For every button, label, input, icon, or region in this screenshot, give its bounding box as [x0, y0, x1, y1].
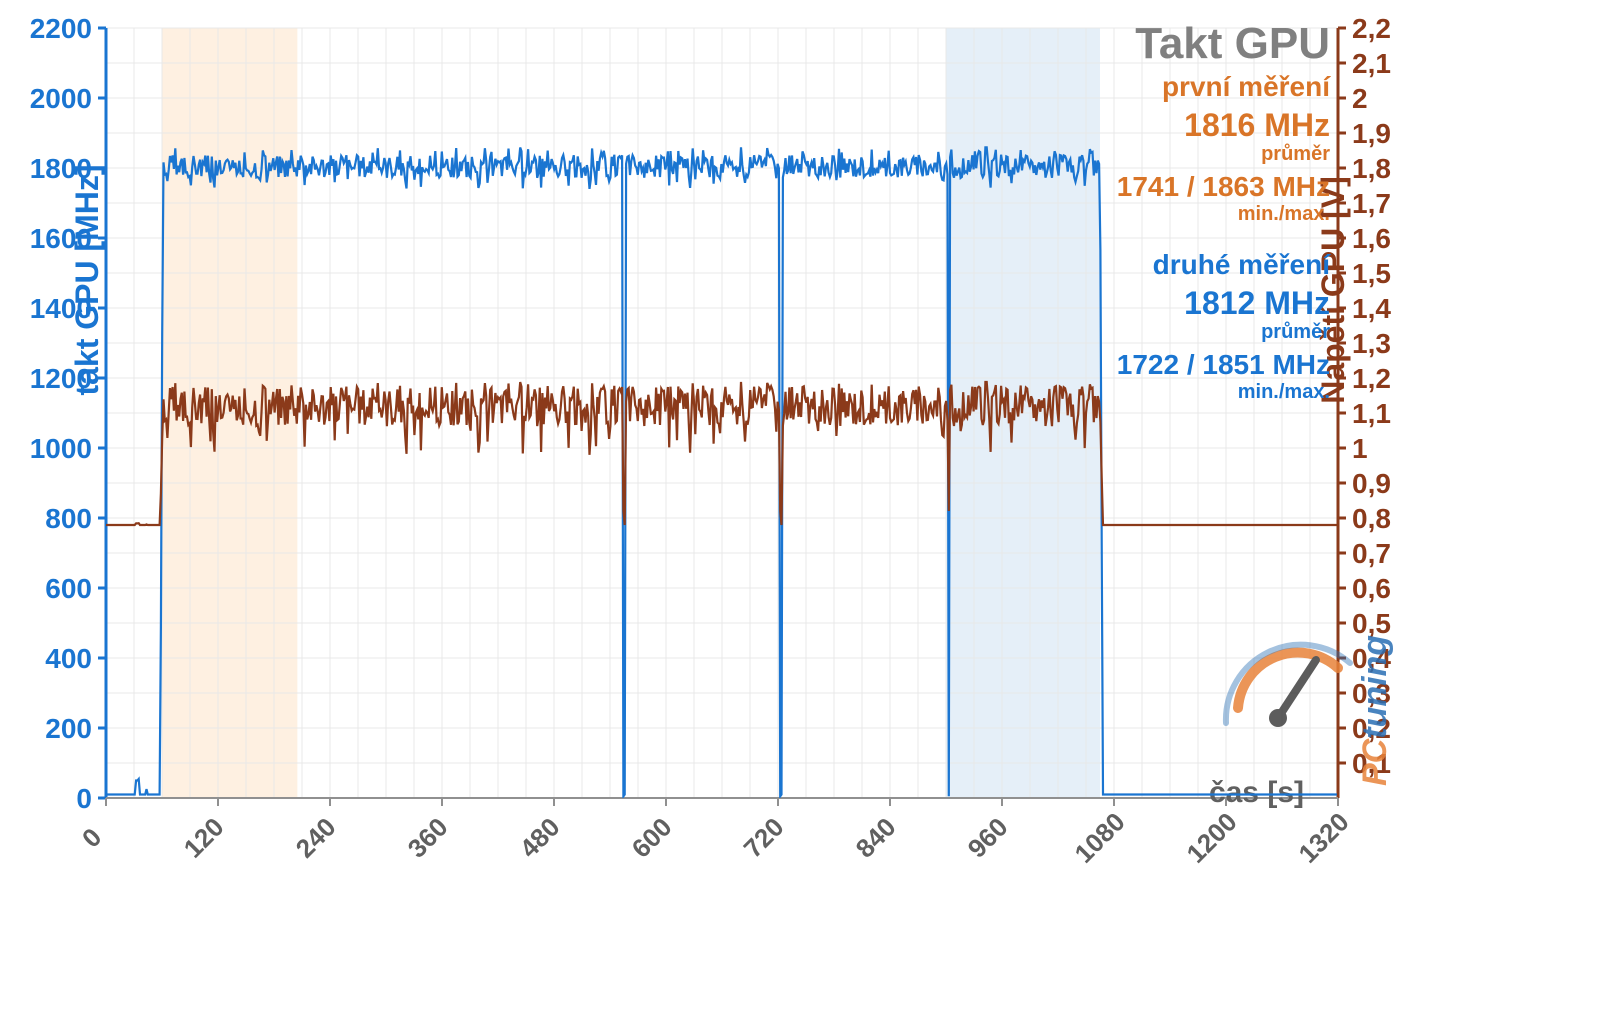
y-left-tick: 2200: [30, 13, 92, 44]
info-text: 1816 MHz: [1184, 107, 1330, 143]
info-text: 1812 MHz: [1184, 285, 1330, 321]
chart-title: Takt GPU: [1135, 19, 1330, 68]
y-left-tick: 2000: [30, 83, 92, 114]
logo-text: PCtuning: [1356, 635, 1394, 786]
info-text: 1741 / 1863 MHz: [1117, 171, 1330, 202]
y-right-tick: 1,2: [1352, 363, 1391, 394]
y-right-tick: 2,2: [1352, 13, 1391, 44]
y-left-axis-label: takt GPU [MHz]: [69, 164, 105, 395]
x-axis-label: čas [s]: [1209, 776, 1304, 809]
y-right-tick: 1,1: [1352, 398, 1391, 429]
y-right-tick: 1,6: [1352, 223, 1391, 254]
y-right-tick: 1,3: [1352, 328, 1391, 359]
y-right-tick: 0,7: [1352, 538, 1391, 569]
y-right-tick: 1,8: [1352, 153, 1391, 184]
info-text: první měření: [1162, 71, 1331, 102]
info-text: min./max.: [1238, 381, 1330, 403]
y-left-tick: 0: [76, 783, 92, 814]
y-right-tick: 2: [1352, 83, 1368, 114]
y-right-tick: 0,9: [1352, 468, 1391, 499]
y-right-tick: 1,9: [1352, 118, 1391, 149]
info-text: průměr: [1261, 321, 1330, 343]
y-right-tick: 0,6: [1352, 573, 1391, 604]
info-text: druhé měření: [1153, 249, 1332, 280]
chart-container: 0200400600800100012001400160018002000220…: [0, 0, 1600, 1009]
y-left-tick: 600: [45, 573, 92, 604]
info-text: průměr: [1261, 143, 1330, 165]
y-right-tick: 1,7: [1352, 188, 1391, 219]
y-right-tick: 1,5: [1352, 258, 1391, 289]
y-right-tick: 2,1: [1352, 48, 1391, 79]
info-text: min./max.: [1238, 203, 1330, 225]
y-right-tick: 0,8: [1352, 503, 1391, 534]
y-right-tick: 1,4: [1352, 293, 1391, 324]
gpu-chart: 0200400600800100012001400160018002000220…: [0, 0, 1600, 1009]
y-right-tick: 0,5: [1352, 608, 1391, 639]
y-left-tick: 400: [45, 643, 92, 674]
info-text: 1722 / 1851 MHz: [1117, 349, 1330, 380]
y-left-tick: 1000: [30, 433, 92, 464]
y-right-tick: 1: [1352, 433, 1368, 464]
y-left-tick: 800: [45, 503, 92, 534]
y-left-tick: 200: [45, 713, 92, 744]
